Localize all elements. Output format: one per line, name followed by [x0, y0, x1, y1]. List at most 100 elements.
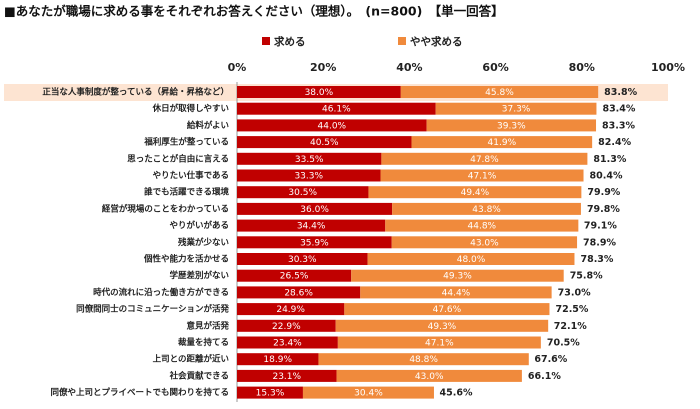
value-label: 40.5% [310, 138, 339, 148]
bar-segment [237, 102, 436, 115]
bar-segment [237, 386, 303, 399]
total-label: 83.8% [604, 87, 637, 98]
total-label: 45.6% [440, 388, 473, 399]
x-tick-label: 60% [482, 61, 508, 74]
value-label: 44.8% [468, 222, 497, 232]
value-label: 47.8% [470, 155, 499, 165]
category-label: 残業が少ない [178, 237, 229, 248]
value-label: 47.1% [468, 172, 497, 182]
bar-segment [237, 336, 338, 349]
bar-segment [411, 136, 593, 149]
bar-segment [344, 303, 550, 316]
category-label: 社会貢献できる [169, 370, 229, 381]
category-label: 経営が現場のことをわかっている [102, 203, 229, 214]
value-label: 23.4% [273, 339, 302, 349]
chart-title: ■あなたが職場に求める事をそれぞれお答えください（理想）。 (n=800) 【単… [4, 4, 504, 19]
category-label: 休日が取得しやすい [152, 103, 229, 114]
category-label: 意見が活発 [186, 320, 229, 331]
total-label: 66.1% [528, 371, 561, 382]
value-label: 23.1% [272, 372, 301, 382]
bar-segment [400, 86, 599, 98]
x-tick-label: 80% [569, 61, 595, 74]
bar-segment [237, 286, 361, 299]
value-label: 49.4% [461, 188, 490, 198]
category-label: やりがいがある [169, 220, 229, 231]
total-label: 75.8% [570, 271, 603, 282]
total-label: 78.9% [583, 237, 616, 248]
value-label: 38.0% [305, 88, 334, 98]
bar-segment [237, 236, 392, 249]
value-label: 22.9% [272, 322, 301, 332]
category-label: 個性や能力を活かせる [143, 254, 229, 265]
bar-segment [336, 369, 522, 382]
bar-segment [367, 253, 575, 265]
bar-segment [237, 253, 368, 265]
total-label: 80.4% [590, 171, 623, 182]
total-label: 82.4% [598, 137, 631, 148]
bar-segment [237, 202, 393, 215]
value-label: 30.4% [354, 389, 383, 399]
value-label: 49.3% [428, 322, 457, 332]
bar-segment [237, 119, 427, 132]
bar-segment [237, 152, 382, 165]
category-label: やりたい仕事である [153, 170, 229, 181]
bar-segment [237, 186, 369, 199]
category-label: 時代の流れに沿った働き方ができる [93, 287, 229, 298]
bar-segment [335, 319, 549, 332]
value-label: 45.8% [485, 88, 514, 98]
bar-segment [385, 219, 579, 232]
category-label: 同僚間同士のコミュニケーションが活発 [76, 304, 229, 315]
value-label: 48.0% [457, 255, 486, 265]
total-label: 70.5% [547, 338, 580, 349]
total-label: 79.9% [587, 187, 620, 198]
value-label: 35.9% [300, 238, 329, 248]
bar-segment [237, 136, 412, 149]
value-label: 39.3% [497, 121, 526, 131]
value-label: 46.1% [322, 105, 351, 115]
value-label: 30.5% [288, 188, 317, 198]
bar-segment [237, 353, 319, 366]
category-label: 福利厚生が整っている [143, 137, 229, 148]
value-label: 34.4% [297, 222, 326, 232]
value-label: 44.0% [318, 121, 347, 131]
category-label: 給料がよい [187, 120, 229, 131]
total-label: 79.8% [587, 204, 620, 215]
category-label: 思ったことが自由に言える [127, 153, 229, 164]
value-label: 33.5% [295, 155, 324, 165]
value-label: 33.3% [294, 172, 323, 182]
value-label: 43.0% [415, 372, 444, 382]
value-label: 18.9% [263, 355, 292, 365]
bar-segment [237, 169, 381, 182]
bar-segment [302, 386, 434, 399]
legend-label: やや求める [410, 35, 463, 48]
value-label: 49.3% [443, 272, 472, 282]
total-label: 72.1% [554, 321, 587, 332]
bar-segment [237, 303, 345, 316]
bar-segment [426, 119, 597, 132]
bar-segment [237, 319, 336, 332]
category-label: 裁量を持てる [178, 337, 229, 348]
bar-segment [380, 169, 584, 182]
bar-segment [237, 219, 386, 232]
bar-segment [237, 269, 352, 282]
category-label: 正当な人事制度が整っている（昇給・昇格など） [42, 87, 229, 98]
value-label: 41.9% [488, 138, 517, 148]
total-label: 83.3% [602, 120, 635, 131]
value-label: 37.3% [502, 105, 531, 115]
value-label: 43.8% [472, 205, 501, 215]
category-label: 誰でも活躍できる環境 [144, 187, 229, 198]
category-label: 上司との距離が近い [153, 354, 229, 365]
total-label: 79.1% [584, 221, 617, 232]
total-label: 72.5% [555, 304, 588, 315]
value-label: 26.5% [280, 272, 309, 282]
bar-segment [318, 353, 529, 366]
bar-segment [381, 152, 588, 165]
bar-segment [360, 286, 552, 299]
bar-segment [368, 186, 582, 199]
legend-swatch [262, 37, 270, 45]
category-label: 同僚や上司とプライベートでも関わりを持てる [50, 387, 229, 398]
legend-swatch [398, 37, 406, 45]
x-tick-label: 40% [396, 61, 422, 74]
bar-segment [391, 236, 578, 249]
